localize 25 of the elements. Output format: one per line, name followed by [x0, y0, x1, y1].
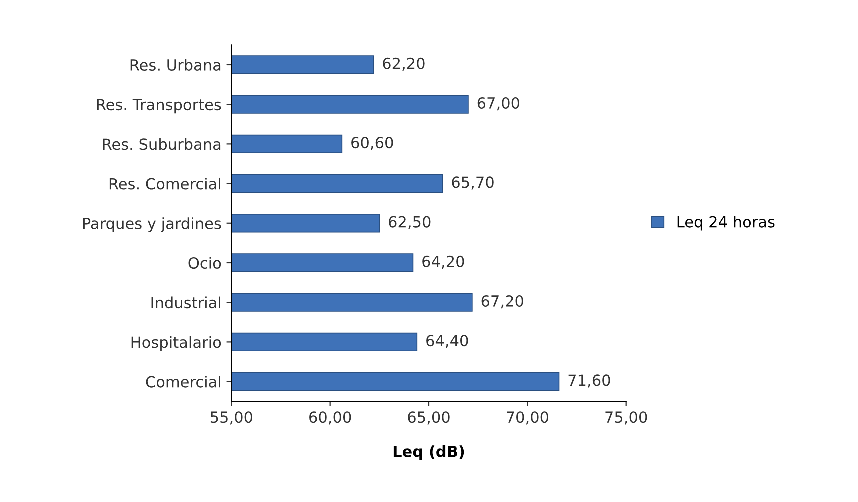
data-label: 64,20	[422, 256, 464, 269]
y-tick-label: Industrial	[152, 296, 221, 309]
data-label: 62,50	[389, 216, 431, 230]
y-tick-label: Res. Comercial	[110, 178, 221, 190]
data-label: 67,00	[478, 97, 520, 111]
x-tick-label: 65,00	[408, 412, 450, 425]
y-tick-label: Res. Suburbana	[103, 138, 221, 150]
legend-label: Leq 24 horas	[678, 216, 775, 231]
data-label: 62,20	[383, 58, 425, 71]
x-tick-label: 55,00	[210, 412, 253, 425]
x-axis-title: Leq (dB)	[394, 446, 464, 460]
y-tick-label: Hospitalario	[132, 336, 222, 352]
y-tick-label: Res. Transportes	[97, 99, 222, 114]
y-tick-label: Ocio	[188, 257, 222, 270]
data-label: 67,20	[482, 295, 524, 309]
data-label: 71,60	[568, 374, 610, 388]
x-tick-label: 60,00	[310, 412, 352, 425]
x-tick-label: 70,00	[507, 412, 549, 425]
data-label: 65,70	[452, 176, 494, 190]
y-tick-label: Res. Urbana	[130, 59, 221, 72]
y-tick-label: Parques y jardines	[83, 218, 222, 232]
data-label: 60,60	[352, 137, 394, 150]
data-label: 64,40	[426, 335, 468, 348]
x-tick-label: 75,00	[606, 412, 648, 425]
y-tick-label: Comercial	[146, 376, 221, 388]
